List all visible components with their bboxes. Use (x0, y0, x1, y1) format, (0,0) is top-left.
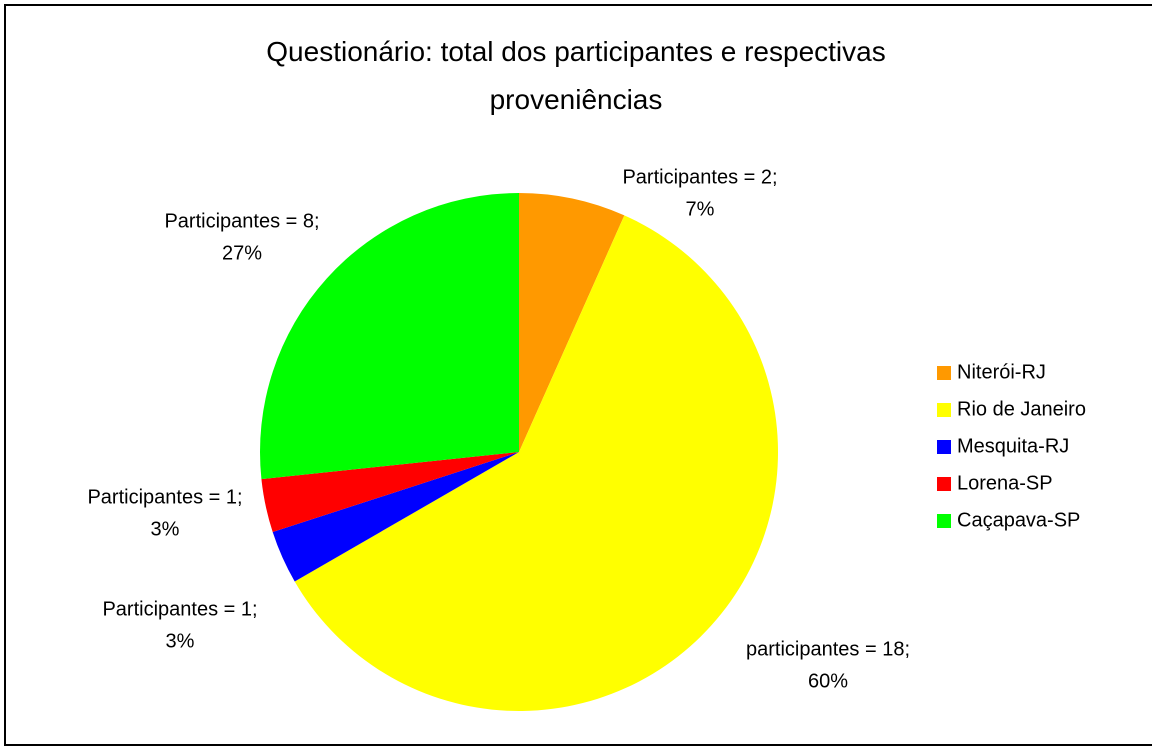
pie-slice (519, 193, 625, 452)
legend-label: Mesquita-RJ (957, 435, 1069, 457)
legend-label: Lorena-SP (957, 472, 1053, 494)
data-label: participantes = 18; (746, 638, 910, 660)
data-label: 27% (222, 242, 262, 264)
data-label: 3% (151, 518, 180, 540)
data-label: Participantes = 2; (622, 166, 777, 188)
pie-slice (260, 193, 519, 480)
data-label: Participantes = 1; (102, 598, 257, 620)
pie-slice (272, 452, 519, 582)
legend-swatch (937, 440, 951, 454)
data-label: 60% (808, 670, 848, 692)
legend-swatch (937, 366, 951, 380)
pie-slice (261, 452, 519, 533)
legend-swatch (937, 477, 951, 491)
data-label: Participantes = 8; (164, 210, 319, 232)
legend-label: Rio de Janeiro (957, 398, 1086, 420)
data-label: 3% (166, 630, 195, 652)
data-label: Participantes = 1; (87, 486, 242, 508)
legend-label: Niterói-RJ (957, 361, 1046, 383)
pie-slice (294, 215, 779, 711)
legend-swatch (937, 514, 951, 528)
chart-title: Questionário: total dos participantes e … (266, 36, 886, 115)
legend-swatch (937, 403, 951, 417)
legend-label: Caçapava-SP (957, 509, 1080, 531)
data-label: 7% (686, 198, 715, 220)
